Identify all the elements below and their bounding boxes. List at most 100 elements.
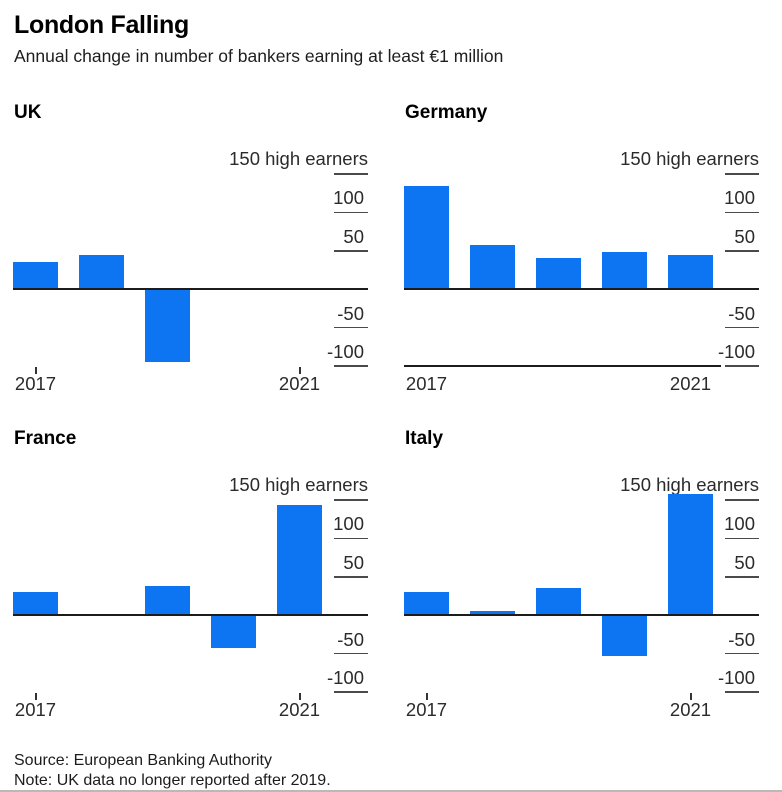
bar-2020 (602, 615, 647, 657)
chart-subtitle: Annual change in number of bankers earni… (14, 46, 504, 66)
x-tick-label-2017: 2017 (405, 699, 448, 720)
y-tick-150 (334, 499, 368, 501)
y-axis-unit-label: 150 high earners (620, 474, 759, 495)
bar-plot: 100 50 -50 -100 (0, 499, 391, 693)
y-tick--50 (334, 326, 368, 329)
y-tick-label-100: 100 (724, 513, 755, 535)
bottom-divider (0, 790, 782, 792)
y-tick-label-100: 100 (724, 187, 755, 209)
panel-germany: Germany 150 high earners 100 50 -50 -100 20… (391, 101, 782, 397)
bar-2018 (470, 245, 515, 291)
bar-plot: 100 50 -50 -100 (391, 173, 782, 367)
bar-2020 (602, 251, 647, 291)
y-tick-100 (334, 211, 368, 214)
bar-plot: 100 50 -50 -100 (391, 493, 782, 693)
y-tick--50 (725, 652, 759, 655)
y-tick-label-50: 50 (734, 551, 755, 573)
bar-2018 (79, 255, 124, 291)
y-tick-label-50: 50 (343, 551, 364, 573)
panel-title: Germany (405, 102, 488, 123)
x-tick-label-2021: 2021 (669, 373, 712, 394)
bar-2019 (145, 289, 190, 362)
source-note: Source: European Banking Authority (14, 752, 272, 769)
bar-2020 (211, 615, 256, 648)
zero-axis-line (404, 288, 759, 291)
zero-axis-line (404, 614, 759, 617)
panel-italy: Italy 150 high earners 100 50 -50 -100 2017… (391, 427, 782, 723)
x-tick-label-2021: 2021 (278, 373, 321, 394)
chart-header: London Falling Annual change in number o… (0, 0, 782, 68)
x-axis-labels: 2017 2021 (391, 693, 782, 723)
y-tick-label-100: 100 (333, 187, 364, 209)
y-tick-50 (334, 576, 368, 578)
bar-2021 (277, 504, 322, 617)
panel-title: UK (14, 102, 42, 123)
panels-grid: UK 150 high earners 100 50 -50 -100 2017 202… (0, 101, 782, 723)
bar-2017 (13, 261, 58, 291)
x-axis-labels: 2017 2021 (0, 693, 391, 723)
data-note: Note: UK data no longer reported after 2… (14, 772, 331, 789)
panel-france: France 150 high earners 100 50 -50 -100 201… (0, 427, 391, 723)
y-tick-100 (725, 537, 759, 540)
y-tick-label--100: -100 (717, 667, 755, 688)
bar-2019 (536, 588, 581, 617)
y-tick-label--50: -50 (728, 302, 755, 324)
y-axis-unit-label: 150 high earners (229, 148, 368, 169)
y-axis-unit-label: 150 high earners (620, 148, 759, 169)
x-tick-label-2017: 2017 (405, 373, 448, 394)
y-tick-50 (725, 576, 759, 578)
x-tick-label-2017: 2017 (14, 373, 57, 394)
bar-2021 (668, 255, 713, 291)
x-tick-label-2021: 2021 (278, 699, 321, 720)
panel-uk: UK 150 high earners 100 50 -50 -100 2017 202… (0, 101, 391, 397)
chart-title: London Falling (14, 11, 189, 39)
y-tick-100 (725, 211, 759, 214)
y-tick-50 (725, 250, 759, 252)
y-tick--50 (334, 652, 368, 655)
y-tick-label--100: -100 (326, 341, 364, 362)
y-tick--100 (334, 365, 368, 367)
bar-plot: 100 50 -50 -100 (0, 173, 391, 367)
bar-2017 (13, 592, 58, 617)
x-axis-labels: 2017 2021 (391, 367, 782, 397)
bar-2021 (668, 493, 713, 617)
panel-title: Italy (405, 428, 444, 449)
y-tick-label--50: -50 (337, 302, 364, 324)
y-tick-label-50: 50 (734, 225, 755, 247)
y-tick-label-50: 50 (343, 225, 364, 247)
y-tick-150 (725, 173, 759, 175)
chart-footer: Source: European Banking Authority Note:… (14, 751, 782, 791)
y-tick-label-100: 100 (333, 513, 364, 535)
y-axis-unit-label: 150 high earners (229, 474, 368, 495)
zero-axis-line (13, 614, 368, 617)
y-tick--100 (725, 691, 759, 693)
y-tick-150 (725, 499, 759, 501)
y-tick-label--100: -100 (717, 341, 755, 362)
y-tick-label--100: -100 (326, 667, 364, 688)
zero-axis-line (13, 288, 368, 291)
bar-2018 (470, 610, 515, 617)
x-axis-bottom-line (404, 364, 721, 367)
x-tick-2021 (298, 693, 301, 700)
panel-title: France (14, 428, 77, 449)
y-tick--50 (725, 326, 759, 329)
y-tick-150 (334, 173, 368, 175)
x-axis-labels: 2017 2021 (0, 367, 391, 397)
y-tick-label--50: -50 (728, 628, 755, 650)
y-tick-label--50: -50 (337, 628, 364, 650)
x-tick-2017 (34, 367, 37, 374)
y-tick-50 (334, 250, 368, 252)
bar-2019 (536, 258, 581, 291)
y-tick--100 (725, 365, 759, 367)
x-tick-2021 (298, 367, 301, 374)
bar-2017 (404, 185, 449, 291)
bar-2019 (145, 586, 190, 617)
bar-2017 (404, 592, 449, 617)
y-tick--100 (334, 691, 368, 693)
x-tick-2017 (425, 693, 428, 700)
x-tick-2017 (34, 693, 37, 700)
x-tick-label-2017: 2017 (14, 699, 57, 720)
x-tick-label-2021: 2021 (669, 699, 712, 720)
y-tick-100 (334, 537, 368, 540)
